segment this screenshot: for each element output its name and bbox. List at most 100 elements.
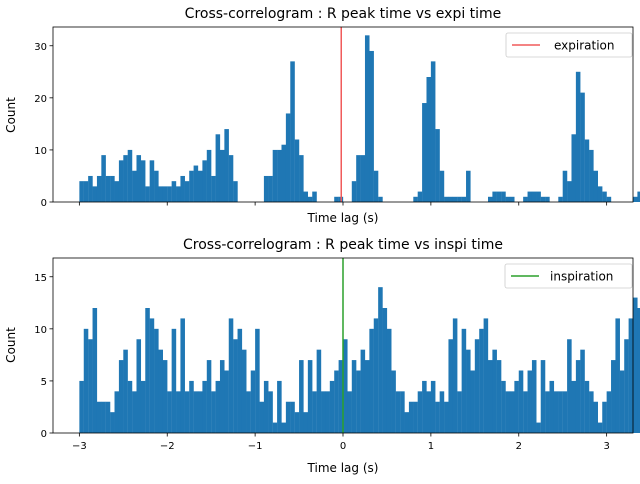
inspi-bar [79,380,84,433]
inspi-y-axis-label: Count [4,327,18,363]
inspi-bar [127,380,133,433]
inspi-bar [382,308,388,433]
expi-bar [193,165,199,202]
expi-bar [575,71,581,203]
expi-bar [290,61,295,202]
inspi-bar [312,391,317,433]
inspi-bar [316,349,322,433]
expi-bar [83,181,89,202]
inspi-bar [285,401,291,433]
inspi-bar [488,360,493,433]
expi-bar [334,196,339,202]
expi-bar [457,196,462,202]
expi-bar [171,181,177,202]
inspi-bar [562,391,568,433]
expi-bar [540,196,546,202]
inspi-bar [452,318,458,433]
expi-bar [571,134,577,202]
expi-bar [79,181,84,202]
inspi-bar [268,391,273,433]
expi-bar [580,92,585,202]
expi-bar [92,186,98,202]
expi-bar [219,149,225,202]
inspi-bar [167,391,172,433]
expi-cross-correlogram: Cross-correlogram : R peak time vs expi … [4,6,640,225]
inspi-legend-label: inspiration [550,270,613,284]
expi-bar [149,160,155,202]
inspi-bar [369,328,374,433]
inspi-bar [303,412,308,433]
inspi-bar [417,391,423,433]
expi-bar [452,196,458,202]
inspi-x-axis: −3 −2 −1 0 1 2 3 [72,433,610,452]
expi-legend: expiration [505,32,633,58]
inspi-bar [474,339,480,433]
expi-y-tick-label: 10 [34,146,47,157]
expi-bar [114,181,120,202]
expi-bar [96,175,102,202]
inspi-chart-title: Cross-correlogram : R peak time vs inspi… [183,237,503,253]
expi-bar [105,175,111,202]
expi-bar [88,175,93,202]
inspi-bar [92,308,98,433]
expi-bar [509,196,515,202]
inspi-bar [96,401,102,433]
expi-bar [527,191,533,202]
inspi-bar [294,412,300,433]
expi-bar [536,191,541,202]
expi-bar [154,170,159,202]
inspi-bar [211,391,216,433]
inspi-bar [606,391,612,433]
inspi-bar [154,328,159,433]
inspi-bar [132,391,137,433]
inspi-bar [540,360,546,433]
inspi-bar [611,360,616,433]
inspi-legend: inspiration [504,263,633,289]
inspi-bar [118,360,124,433]
expi-bar [145,186,150,202]
inspi-bar [430,380,436,433]
inspi-bar [567,339,572,433]
expi-bar [263,175,269,202]
inspi-bar [329,380,335,433]
inspi-bar [483,318,489,433]
inspi-bar [602,401,607,433]
inspi-bar [263,380,269,433]
expi-y-tick-label: 0 [41,198,47,209]
expi-histogram-bars [79,35,640,203]
inspi-bar [422,380,427,433]
expi-bar [307,196,313,202]
inspi-bar [518,370,524,433]
inspi-bar [584,380,590,433]
expi-chart-title: Cross-correlogram : R peak time vs expi … [185,6,502,22]
expi-legend-box [505,32,633,58]
inspi-bar [523,391,528,433]
expi-bar [589,149,594,202]
expi-bar [294,139,300,202]
expi-bar [488,196,493,202]
expi-bar [373,170,379,202]
expi-bar [140,160,146,202]
inspi-bar [461,328,467,433]
inspi-bar [110,412,115,433]
inspi-bar [439,391,445,433]
expi-bar [206,149,212,202]
inspi-y-axis: 0 5 10 15 [34,273,53,440]
expi-bar [127,149,133,202]
inspi-bar [527,370,533,433]
inspi-bar [531,360,537,433]
inspi-bar [180,318,185,433]
inspi-bar [404,412,410,433]
inspi-x-tick-label: 1 [428,441,434,452]
inspi-bar [391,370,396,433]
inspi-bar [334,370,339,433]
inspi-bar [277,380,282,433]
inspi-y-tick-label: 5 [41,377,47,388]
inspi-bar [351,360,357,433]
inspi-bar [501,380,506,433]
inspi-bar [373,318,379,433]
inspi-bar [571,380,577,433]
expi-bar [198,170,203,202]
inspi-bar [496,360,502,433]
